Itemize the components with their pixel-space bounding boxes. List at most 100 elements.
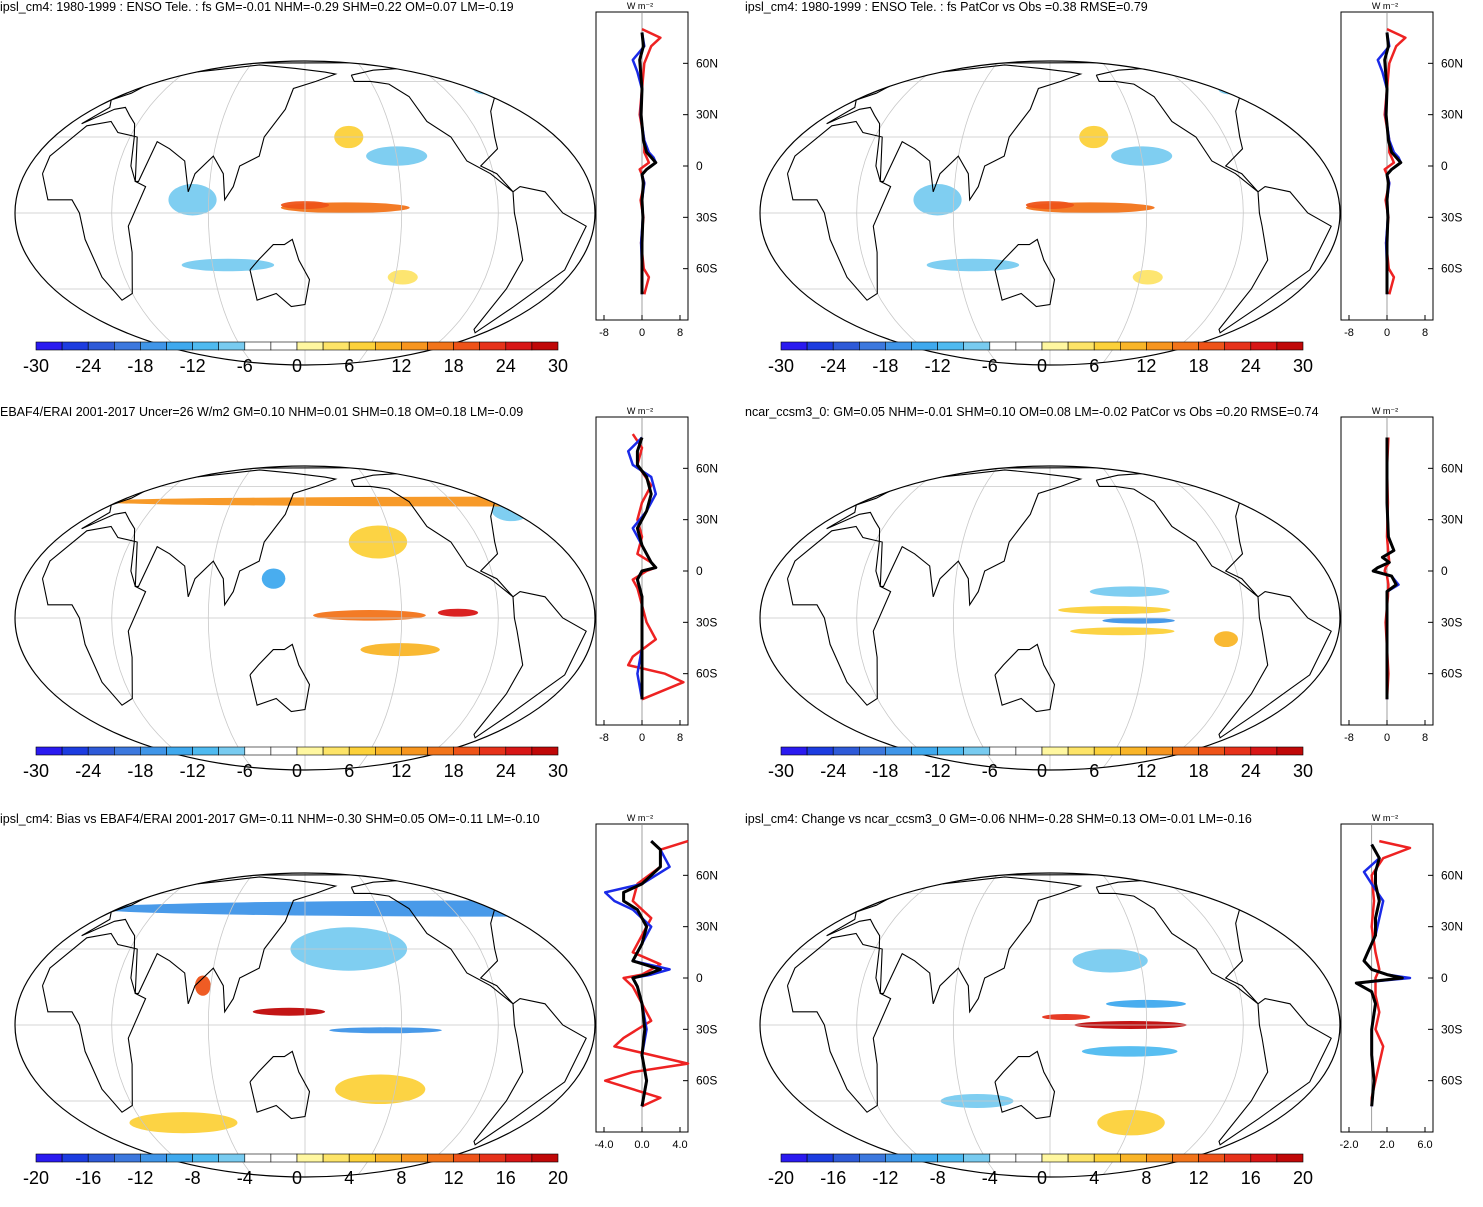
colorbar-label-8: 18 (1189, 356, 1209, 376)
colorbar-swatch-0 (35, 341, 63, 351)
field-feature-7 (472, 82, 497, 95)
lat-label-1: 30N (1441, 920, 1463, 934)
colorbar-swatch-2 (87, 341, 115, 351)
colorbar-label-8: 18 (444, 761, 464, 781)
profile-units: W m⁻² (1372, 406, 1398, 416)
lat-label-4: 60S (696, 667, 717, 681)
colorbar-swatch-12 (348, 341, 376, 351)
lat-label-0: 60N (696, 868, 718, 882)
colorbar-swatch-18 (1250, 341, 1278, 351)
colorbar-swatch-5 (166, 1153, 193, 1163)
colorbar-label-2: -18 (872, 761, 898, 781)
colorbar-swatch-19 (1276, 341, 1304, 351)
profile-line-black (1371, 437, 1398, 700)
colorbar-swatch-9 (1015, 1153, 1043, 1163)
colorbar-swatch-2 (832, 746, 860, 756)
colorbar-swatch-15 (427, 746, 454, 756)
panel-chart: -30 -24 -18 -12 -6 0 6 12 18 24 30 W m⁻² 60N 30N 0 30S 6… (759, 1, 1463, 376)
colorbar-swatch-14 (1146, 341, 1173, 351)
colorbar-swatch-4 (885, 341, 912, 351)
colorbar-swatch-19 (1276, 746, 1304, 756)
colorbar-swatch-9 (270, 1153, 298, 1163)
colorbar-swatch-9 (1015, 341, 1043, 351)
x-tick-label-2: 8 (1422, 327, 1428, 339)
colorbar-swatch-17 (1224, 1153, 1252, 1163)
colorbar-swatch-17 (1224, 341, 1252, 351)
colorbar-swatch-13 (1119, 746, 1147, 756)
profile-frame (1340, 823, 1434, 1133)
coastline-2 (994, 643, 1056, 713)
colorbar-swatch-12 (1093, 746, 1121, 756)
colorbar-swatch-1 (806, 341, 834, 351)
x-tick-label-1: 0 (1384, 327, 1390, 339)
x-tick-label-0: -2.0 (1340, 1139, 1359, 1151)
lat-label-0: 60N (696, 461, 718, 475)
colorbar-label-0: -30 (23, 356, 49, 376)
colorbar-swatch-13 (374, 1153, 402, 1163)
colorbar-swatch-1 (61, 746, 89, 756)
colorbar-label-4: -6 (237, 761, 253, 781)
field-feature-2 (168, 183, 217, 216)
profile-units: W m⁻² (627, 813, 653, 823)
panel-title: ipsl_cm4: 1980-1999 : ENSO Tele. : fs Pa… (745, 0, 1148, 14)
field-feature-2 (913, 183, 962, 216)
colorbar-label-1: -24 (820, 356, 846, 376)
colorbar-label-2: -12 (872, 1168, 898, 1188)
colorbar-label-1: -24 (75, 761, 101, 781)
colorbar-swatch-14 (401, 341, 428, 351)
colorbar-label-1: -24 (75, 356, 101, 376)
colorbar-swatch-6 (937, 746, 965, 756)
colorbar-label-5: 0 (292, 1168, 302, 1188)
colorbar-label-6: 6 (344, 356, 354, 376)
profile-line-blue (603, 840, 671, 1107)
lat-label-1: 30N (696, 920, 718, 934)
colorbar-swatch-13 (1119, 1153, 1147, 1163)
zonal-profile: W m⁻² 60N 30N 0 30S 60S -8 0 8 (1340, 1, 1463, 339)
zonal-profile: W m⁻² 60N 30N 0 30S 60S -2.0 2.0 6.0 (1340, 813, 1464, 1151)
colorbar-swatch-17 (479, 746, 507, 756)
field-feature-4 (1089, 586, 1170, 597)
colorbar-swatch-0 (780, 341, 808, 351)
lat-label-2: 0 (1441, 971, 1448, 985)
colorbar-swatch-18 (1250, 746, 1278, 756)
field-feature-6 (1132, 269, 1163, 285)
map-border (759, 60, 1341, 366)
colorbar-swatch-5 (911, 746, 938, 756)
panel-chart: -30 -24 -18 -12 -6 0 6 12 18 24 30 W m⁻² 60N 30N 0 30S 6… (759, 406, 1463, 781)
coastline-4 (1218, 998, 1332, 1146)
colorbar-label-1: -16 (820, 1168, 846, 1188)
colorbar-label-5: 0 (292, 356, 302, 376)
colorbar-label-6: 4 (344, 1168, 354, 1188)
colorbar-swatch-9 (1015, 746, 1043, 756)
colorbar-swatch-8 (244, 341, 272, 351)
colorbar-swatch-1 (806, 1153, 834, 1163)
colorbar: -20 -16 -12 -8 -4 0 4 8 12 16 20 (768, 1153, 1313, 1188)
colorbar-label-9: 24 (1241, 356, 1261, 376)
colorbar-swatch-10 (1041, 341, 1069, 351)
colorbar-swatch-9 (270, 746, 298, 756)
colorbar-swatch-11 (322, 341, 350, 351)
colorbar-swatch-5 (911, 341, 938, 351)
colorbar-label-0: -20 (23, 1168, 49, 1188)
colorbar-label-6: 6 (1089, 356, 1099, 376)
colorbar-swatch-0 (780, 1153, 808, 1163)
x-tick-label-2: 8 (677, 732, 683, 744)
lat-label-4: 60S (696, 262, 717, 276)
field-feature-5 (89, 559, 170, 624)
colorbar-label-1: -24 (820, 761, 846, 781)
colorbar-swatch-11 (1067, 341, 1095, 351)
coastline-4 (1218, 186, 1332, 334)
colorbar-swatch-15 (427, 341, 454, 351)
colorbar-label-7: 12 (1136, 761, 1156, 781)
profile-units: W m⁻² (1372, 1, 1398, 11)
colorbar-swatch-14 (1146, 1153, 1173, 1163)
profile-line-black (635, 437, 658, 700)
colorbar-swatch-8 (244, 746, 272, 756)
profile-line-black (622, 840, 662, 1107)
map-group (14, 872, 596, 1178)
colorbar-swatch-4 (140, 746, 167, 756)
coastline-2 (994, 1050, 1056, 1120)
lat-label-0: 60N (1441, 461, 1463, 475)
colorbar-swatch-18 (505, 1153, 533, 1163)
x-tick-label-2: 6.0 (1417, 1139, 1432, 1151)
